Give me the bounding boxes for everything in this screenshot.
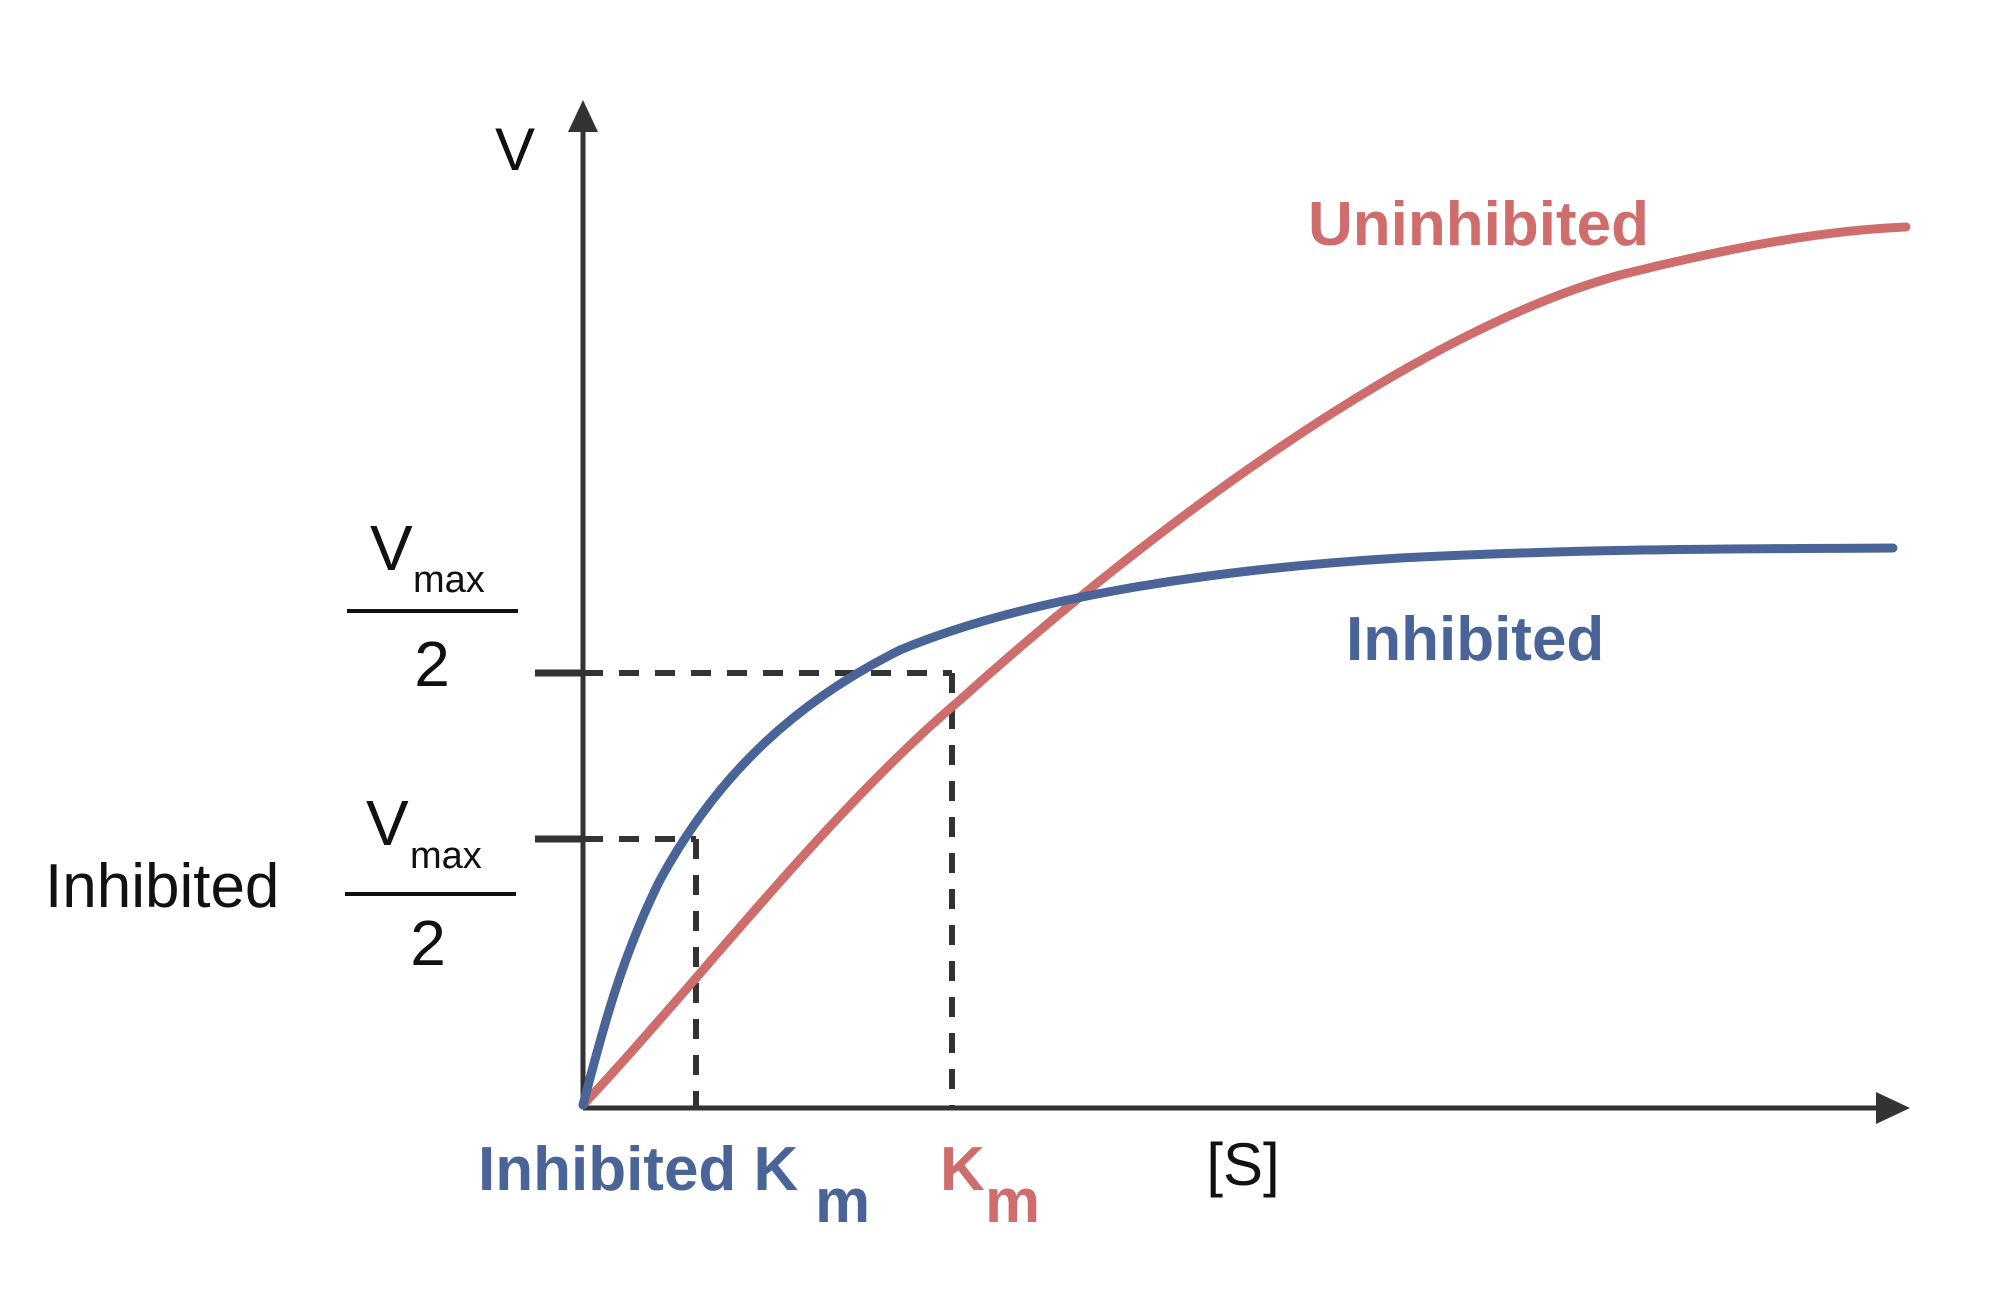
x-axis-arrowhead [1876,1092,1910,1124]
inhibited-km-subscript: m [815,1167,870,1236]
inhibited-vmax-subscript: max [410,835,482,877]
uninhibited-label: Uninhibited [1308,190,1649,259]
y-axis-arrowhead [568,100,598,132]
inhibited-vmax-prefix: Inhibited [45,852,279,921]
km-subscript: m [985,1167,1040,1236]
km-text: K [940,1135,985,1204]
inhibited-km-text: Inhibited K [478,1135,799,1204]
inhibited-label: Inhibited [1346,605,1604,674]
vmax-symbol: V [370,512,413,584]
inhibited-vmax-symbol: V [366,787,409,859]
inhibited-vmax-half-label: Inhibited V max 2 [45,787,516,979]
inhibited-km-label: Inhibited K m [478,1135,870,1236]
uninhibited-curve [578,222,1911,1110]
vmax-half-denominator: 2 [414,628,450,700]
vmax-subscript: max [413,559,485,601]
inhibited-curve [578,543,1898,1110]
y-axis-label: V [495,116,535,183]
inhibited-vmax-half-denominator: 2 [410,907,446,979]
km-label: K m [940,1135,1040,1236]
vmax-half-label: V max 2 [347,512,518,700]
x-axis-label: [S] [1206,1131,1279,1198]
